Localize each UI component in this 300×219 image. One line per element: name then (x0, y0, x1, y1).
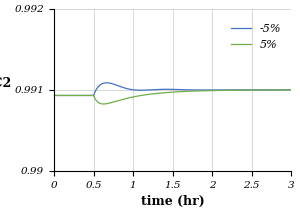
Line: -5%: -5% (54, 83, 291, 95)
5% (241, 89, 245, 92)
-5% (241, 88, 245, 91)
-5% (267, 88, 271, 91)
Legend: -5%, 5%: -5%, 5% (226, 19, 285, 55)
5% (258, 89, 262, 91)
5% (100, 103, 104, 105)
-5% (228, 88, 231, 91)
-5% (289, 88, 293, 91)
5% (289, 88, 293, 91)
-5% (164, 88, 168, 91)
-5% (52, 94, 56, 97)
Y-axis label: xC2: xC2 (0, 77, 11, 90)
-5% (100, 82, 104, 85)
5% (164, 91, 168, 94)
5% (267, 89, 271, 91)
5% (102, 103, 105, 105)
X-axis label: time (hr): time (hr) (141, 195, 204, 208)
-5% (258, 88, 262, 91)
-5% (105, 81, 108, 84)
Line: 5%: 5% (54, 90, 291, 104)
5% (52, 94, 56, 97)
5% (228, 89, 231, 92)
